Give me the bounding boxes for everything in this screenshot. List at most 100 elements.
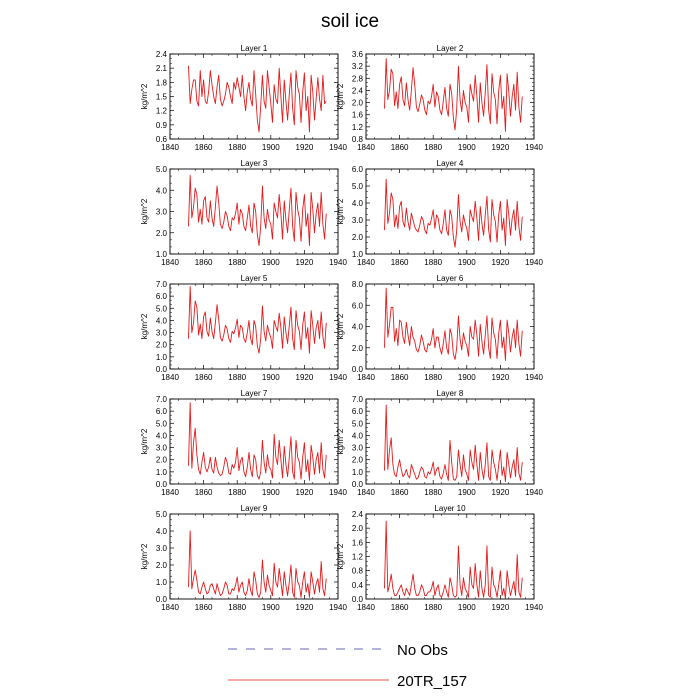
x-tick-label: 1940 <box>525 373 543 382</box>
plot-frame <box>169 283 339 370</box>
y-tick-label: 2.0 <box>352 99 364 108</box>
x-tick-label: 1860 <box>391 488 409 497</box>
series-line-20tr-157 <box>384 58 523 132</box>
y-tick-label: 0.8 <box>352 567 364 576</box>
panel-title: Layer 5 <box>241 274 268 283</box>
y-axis-label: kg/m^2 <box>336 198 345 224</box>
y-axis-label: kg/m^2 <box>140 83 149 109</box>
y-tick-label: 1.2 <box>352 553 364 562</box>
y-tick-label: 0.0 <box>156 480 168 489</box>
panel-layer-3: Layer 3 kg/m^2 1840 1860 1880 1900 1920 1940 1.0… <box>140 159 347 267</box>
y-axis-label: kg/m^2 <box>140 428 149 454</box>
panel-title: Layer 6 <box>437 274 464 283</box>
y-tick-label: 3.6 <box>352 50 364 59</box>
x-tick-label: 1840 <box>161 373 179 382</box>
series-line-20tr-157 <box>188 285 327 354</box>
y-axis-label: kg/m^2 <box>336 428 345 454</box>
x-tick-label: 1940 <box>525 258 543 267</box>
y-tick-label: 8.0 <box>352 280 364 289</box>
panel-layer-9: Layer 9 kg/m^2 1840 1860 1880 1900 1920 1940 0.0… <box>140 504 347 612</box>
y-tick-label: 1.6 <box>352 538 364 547</box>
x-tick-label: 1920 <box>492 143 510 152</box>
y-tick-label: 0.0 <box>352 480 364 489</box>
y-axis-label: kg/m^2 <box>336 543 345 569</box>
panel-layer-1: Layer 1 kg/m^2 1840 1860 1880 1900 1920 1940 0.6… <box>140 44 347 152</box>
x-tick-label: 1880 <box>424 258 442 267</box>
x-tick-label: 1860 <box>391 603 409 612</box>
legend-label-20tr-157: 20TR_157 <box>397 673 467 690</box>
plot-frame <box>169 513 339 600</box>
y-tick-label: 4.0 <box>156 431 168 440</box>
x-tick-label: 1880 <box>424 143 442 152</box>
x-tick-label: 1920 <box>492 488 510 497</box>
x-tick-label: 1920 <box>492 603 510 612</box>
x-tick-label: 1900 <box>458 488 476 497</box>
y-tick-label: 0.0 <box>352 365 364 374</box>
panel-layer-10: Layer 10 kg/m^2 1840 1860 1880 1900 1920 1940 0.… <box>336 504 543 612</box>
y-tick-label: 1.6 <box>352 111 364 120</box>
x-tick-label: 1900 <box>458 373 476 382</box>
y-tick-label: 2.0 <box>156 229 168 238</box>
y-tick-label: 7.0 <box>156 280 168 289</box>
y-tick-label: 3.0 <box>156 544 168 553</box>
x-tick-label: 1940 <box>329 603 347 612</box>
y-tick-label: 1.0 <box>352 468 364 477</box>
y-tick-label: 6.0 <box>352 301 364 310</box>
x-tick-label: 1900 <box>262 258 280 267</box>
panel-layer-8: Layer 8 kg/m^2 1840 1860 1880 1900 1920 1940 0.0… <box>336 389 543 497</box>
y-tick-label: 2.0 <box>156 456 168 465</box>
y-tick-label: 7.0 <box>156 395 168 404</box>
plot-frame <box>365 398 535 485</box>
series-line-20tr-157 <box>188 174 327 246</box>
x-tick-label: 1860 <box>195 373 213 382</box>
y-tick-label: 0.8 <box>352 135 364 144</box>
x-tick-label: 1940 <box>525 143 543 152</box>
x-tick-label: 1920 <box>296 143 314 152</box>
x-tick-label: 1900 <box>458 603 476 612</box>
y-tick-label: 4.0 <box>352 199 364 208</box>
y-tick-label: 4.0 <box>156 316 168 325</box>
x-tick-label: 1840 <box>161 143 179 152</box>
y-tick-label: 0.4 <box>352 581 364 590</box>
legend-label-no-obs: No Obs <box>397 642 448 659</box>
x-tick-label: 1860 <box>195 488 213 497</box>
y-tick-label: 1.0 <box>156 353 168 362</box>
y-tick-label: 0.9 <box>156 121 168 130</box>
y-tick-label: 4.0 <box>156 186 168 195</box>
figure-title: soil ice <box>321 11 379 32</box>
panel-title: Layer 1 <box>241 44 268 53</box>
x-tick-label: 1900 <box>262 603 280 612</box>
y-tick-label: 6.0 <box>352 165 364 174</box>
panel-layer-4: Layer 4 kg/m^2 1840 1860 1880 1900 1920 1940 1.0… <box>336 159 543 267</box>
x-tick-label: 1880 <box>228 603 246 612</box>
legend: No Obs 20TR_157 <box>228 642 467 690</box>
y-axis-label: kg/m^2 <box>140 198 149 224</box>
x-tick-label: 1840 <box>357 373 375 382</box>
y-axis-label: kg/m^2 <box>336 83 345 109</box>
x-tick-label: 1940 <box>329 373 347 382</box>
panel-title: Layer 4 <box>437 159 464 168</box>
x-tick-label: 1900 <box>262 373 280 382</box>
y-tick-label: 4.0 <box>156 527 168 536</box>
x-tick-label: 1900 <box>458 143 476 152</box>
x-tick-label: 1880 <box>228 143 246 152</box>
x-tick-label: 1880 <box>424 488 442 497</box>
y-tick-label: 1.0 <box>156 468 168 477</box>
y-tick-label: 2.4 <box>156 50 168 59</box>
x-tick-label: 1900 <box>262 488 280 497</box>
y-axis-label: kg/m^2 <box>336 313 345 339</box>
series-line-20tr-157 <box>384 287 523 361</box>
y-tick-label: 2.4 <box>352 86 364 95</box>
x-tick-label: 1920 <box>296 258 314 267</box>
y-tick-label: 3.0 <box>156 329 168 338</box>
x-tick-label: 1940 <box>329 143 347 152</box>
y-tick-label: 4.0 <box>352 431 364 440</box>
y-tick-label: 2.1 <box>156 64 168 73</box>
y-tick-label: 4.0 <box>352 323 364 332</box>
plot-frame <box>169 398 339 485</box>
panel-title: Layer 3 <box>241 159 268 168</box>
y-tick-label: 0.0 <box>352 595 364 604</box>
x-tick-label: 1840 <box>161 603 179 612</box>
x-tick-label: 1840 <box>161 258 179 267</box>
